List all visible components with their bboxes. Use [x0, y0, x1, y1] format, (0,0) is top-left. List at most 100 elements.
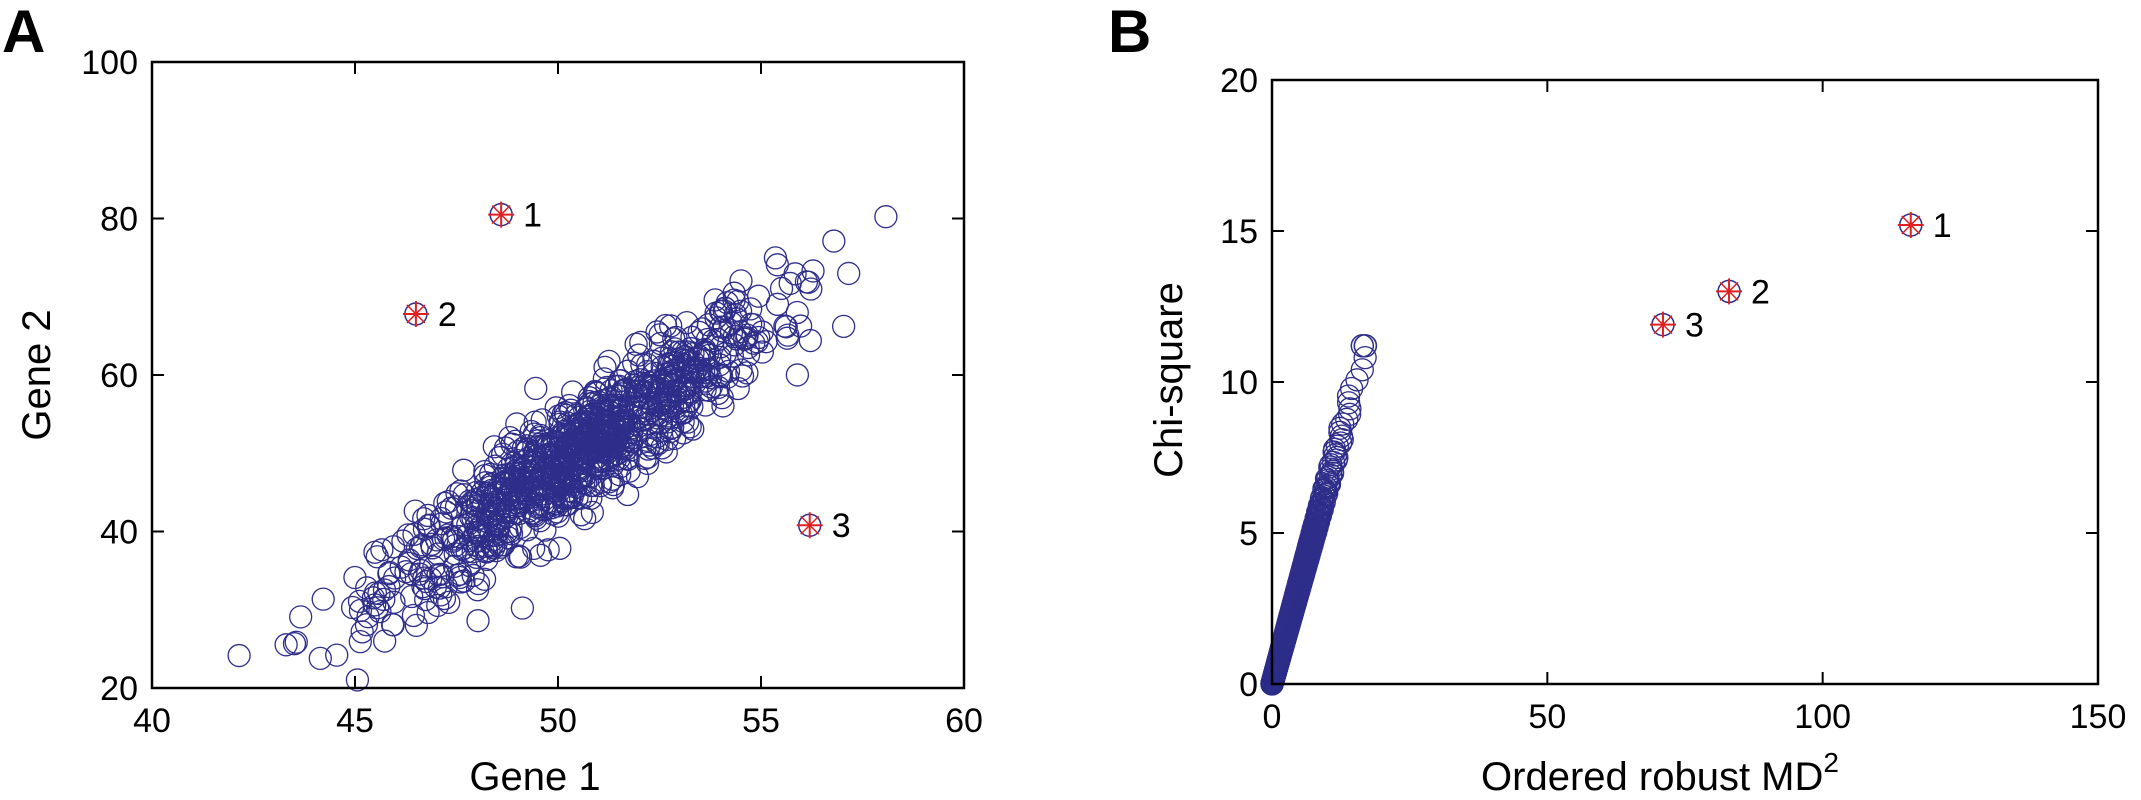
- panel-a-data-point: [695, 357, 719, 381]
- panel-a-data-point: [452, 458, 476, 482]
- panel-a-data-point: [693, 393, 718, 417]
- panel-a-data-point: [763, 246, 788, 270]
- panel-a-data-point: [587, 450, 611, 474]
- panel-a-frame: [150, 60, 966, 690]
- panel-a-data-point: [465, 480, 489, 504]
- panel-a-data-point: [564, 427, 588, 451]
- panel-b-x-axis: 0 50 100 150: [1263, 80, 2126, 736]
- panel-a-data-point: [394, 560, 418, 584]
- panel-a-data-point: [383, 566, 407, 590]
- panel-a-data-point: [434, 500, 458, 524]
- panel-b-frame: [1270, 78, 2100, 686]
- panel-a-data-point: [466, 571, 491, 596]
- panel-a-data-point: [524, 376, 548, 401]
- panel-a-data-point: [774, 315, 798, 339]
- panel-b-data-point: [1353, 345, 1377, 370]
- panel-a-data-point: [765, 253, 789, 277]
- panel-b-data-point: [1328, 416, 1352, 440]
- panel-a-data-point: [645, 320, 669, 344]
- panel-a-data-point: [466, 609, 490, 633]
- panel-a-data-point: [656, 370, 680, 395]
- panel-a-data-point: [528, 464, 553, 488]
- panel-a-data-point: [345, 668, 370, 692]
- panel-a-data-point: [598, 434, 622, 458]
- panel-a-data-point: [504, 545, 529, 569]
- panel-a-data-point: [568, 486, 593, 510]
- panel-b-outlier-label: 2: [1751, 273, 1770, 311]
- panel-a-data-point: [610, 396, 634, 420]
- panel-a-y-tick-label: 40: [100, 514, 138, 552]
- panel-a-data-point: [706, 375, 731, 400]
- panel-a-data-point: [785, 363, 810, 387]
- panel-a-data-point: [515, 518, 539, 542]
- panel-a-data-point: [411, 575, 435, 599]
- panel-a-data-point: [577, 389, 601, 414]
- panel-a-data-point: [499, 514, 523, 538]
- panel-b-y-tick-label: 0: [1239, 666, 1258, 704]
- panel-a-data-point: [798, 328, 822, 353]
- panel-a-data-point: [600, 467, 624, 491]
- panel-a-y-tick-label: 60: [100, 357, 138, 395]
- panel-a-data-point: [441, 529, 465, 553]
- panel-a-data-point: [696, 313, 721, 337]
- panel-b-y-tick-label: 15: [1220, 213, 1258, 251]
- panel-a-data-point: [728, 299, 753, 323]
- panel-a-data-point: [548, 455, 572, 479]
- panel-b-y-tick-label: 20: [1220, 62, 1258, 100]
- panel-a-data-point: [523, 410, 547, 434]
- panel-a-data-point: [381, 535, 406, 559]
- panel-b-data-point: [1325, 434, 1350, 458]
- panel-a-data-point: [452, 483, 476, 507]
- panel-a-x-tick-label: 40: [133, 702, 171, 740]
- panel-a-data-point: [547, 468, 571, 492]
- panel-b-x-tick-label: 50: [1528, 698, 1566, 736]
- panel-a-data-point: [416, 600, 440, 625]
- panel-a-data-point: [660, 364, 684, 388]
- panel-letter-b: B: [1108, 0, 1151, 65]
- panel-a-data-point: [788, 314, 813, 338]
- panel-b-y-axis: 0 5 10 15 20: [1220, 62, 2098, 704]
- panel-b-data-point: [1335, 407, 1359, 431]
- panel-b-data-point: [1314, 467, 1339, 491]
- panel-a-data-point: [607, 393, 631, 418]
- panel-b-y-tick-label: 5: [1239, 515, 1258, 553]
- panel-a-data-point: [436, 523, 460, 547]
- panel-a-data-point: [340, 595, 365, 620]
- panel-a-data-point: [710, 319, 735, 343]
- panel-a-data-point: [646, 431, 670, 456]
- panel-a-data-point: [655, 371, 679, 395]
- panel-a-data-point: [510, 596, 535, 620]
- panel-a-outlier-point-2: [402, 300, 429, 327]
- panel-a-data-point: [669, 401, 693, 426]
- panel-a-data-point: [343, 565, 367, 590]
- panel-a-data-point: [593, 355, 617, 380]
- panel-a-outlier-point-3: [796, 512, 823, 539]
- panel-a-data-point: [801, 259, 825, 283]
- panel-a-data-point: [627, 343, 651, 367]
- panel-a-data-point: [711, 394, 735, 418]
- panel-a-x-tick-label: 60: [945, 702, 983, 740]
- panel-a-data-point: [621, 416, 645, 440]
- panel-a-data-point: [546, 443, 570, 468]
- panel-a-data-point: [664, 325, 688, 349]
- panel-a-data-point: [822, 229, 846, 253]
- panel-a-data-point: [735, 326, 759, 350]
- panel-a-data-point: [715, 291, 739, 315]
- panel-a-data-point: [289, 605, 313, 629]
- panel-a-data-point: [601, 476, 625, 500]
- panel-a-y-tick-label: 20: [100, 670, 138, 708]
- panel-b-data-point: [1318, 455, 1342, 479]
- panel-a-data-point: [624, 332, 648, 356]
- panel-a-data-point: [746, 284, 771, 308]
- panel-a-data-point: [372, 629, 397, 653]
- panel-a-data-point: [498, 425, 522, 450]
- panel-a-data-point: [775, 326, 799, 350]
- panel-a-data-point: [466, 529, 490, 553]
- panel-a-data-point: [641, 436, 665, 460]
- panel-a-data-point: [551, 402, 575, 426]
- panel-b-outlier-point-2: [1716, 278, 1743, 305]
- panel-b-data-point: [1353, 334, 1378, 358]
- panel-a-data-point: [546, 404, 571, 428]
- panel-a-data-point: [284, 630, 308, 654]
